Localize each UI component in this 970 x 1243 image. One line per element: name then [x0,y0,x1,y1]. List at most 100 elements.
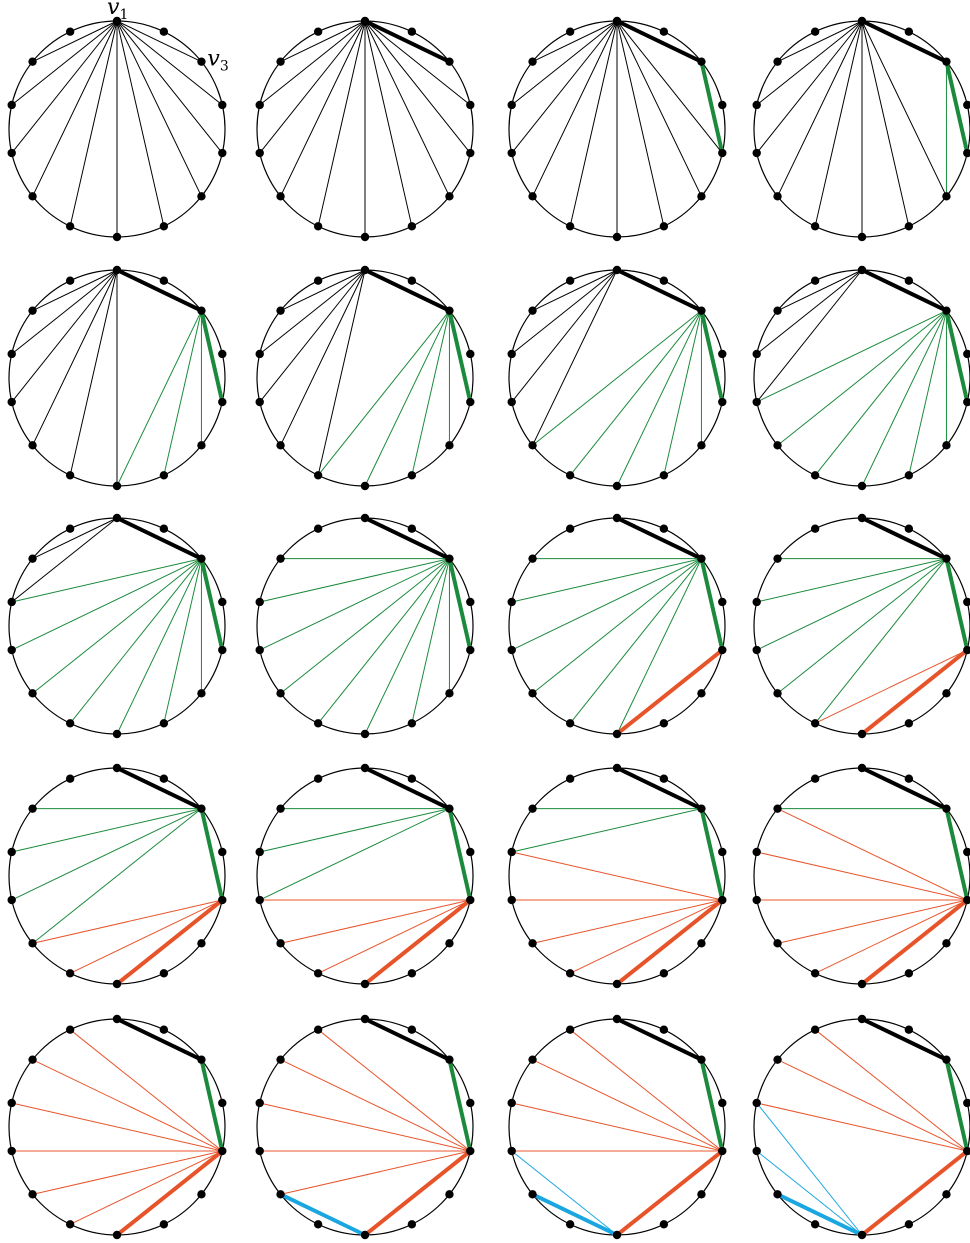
black-edge [814,20,863,227]
vertex-dot [507,100,516,110]
bold-green-edge [699,806,725,903]
vertex-dot [159,276,169,285]
vertex-dot [218,1146,227,1156]
black-edge [532,269,618,312]
vertex-dot [112,729,122,739]
vertex-dot [7,1146,16,1156]
vertex-dot [313,471,323,480]
vertex-dot [159,27,169,36]
vertex-dot [313,276,323,285]
black-edge [364,20,471,154]
vertex-dot [466,349,475,359]
bold-black-edge [860,1017,949,1062]
vertex-dot [904,719,914,728]
vertex-dot [197,441,206,450]
bold-black-edge [115,1017,204,1062]
vertex-dot [528,1055,537,1064]
vertex-dot [752,597,761,607]
vertex-dot [445,554,454,563]
black-edge [777,20,863,197]
vertex-dot [773,1055,782,1064]
vertex-dot [65,276,75,285]
vertex-dot [159,1025,169,1034]
bold-black-edge [860,19,949,64]
vertex-dot [28,554,37,563]
vertex-dot [810,524,820,533]
vertex-dot [773,306,782,315]
vertex-dot [65,1025,75,1034]
black-edge [32,269,118,312]
vertex-dot [565,719,575,728]
vertex-dot [466,1098,475,1108]
vertex-dot [528,689,537,698]
vertex-dot [255,100,264,110]
vertex-dot [528,306,537,315]
vertex-dot [276,1190,285,1199]
vertex-dot [810,1220,820,1229]
vertex-dot [28,689,37,698]
orange-edge [777,1059,968,1152]
vertex-dot [612,979,622,989]
green-edge [11,808,202,901]
vertex-dot [904,524,914,533]
vertex-dot [313,27,323,36]
vertex-dot [255,1098,264,1108]
vertex-dot [313,1220,323,1229]
black-edge [11,269,118,403]
black-edge [116,20,223,154]
vertex-dot [360,513,370,523]
orange-edge [280,1150,471,1195]
black-edge [364,20,471,106]
vertex-dot [197,939,206,948]
bold-orange-edge [363,898,473,986]
vertex-dot [857,1230,867,1240]
bold-black-edge [363,268,452,313]
vertex-dot [697,804,706,813]
vertex-dot [65,524,75,533]
vertex-dot [407,1220,417,1229]
vertex-dot [197,689,206,698]
vertex-dot [255,349,264,359]
green-edge [814,558,947,724]
green-edge [69,558,202,724]
vertex-dot [718,349,727,359]
green-edge [11,808,202,853]
vertex-dot [112,481,122,491]
vertex-dot [65,222,75,231]
black-edge [11,269,118,355]
vertex-dot [904,471,914,480]
vertex-dot [752,895,761,905]
vertex-label-v1: v1 [107,0,128,23]
vertex-dot [810,1025,820,1034]
green-edge [756,310,947,403]
black-edge [259,269,366,403]
vertex-dot [197,306,206,315]
orange-edge [756,1102,968,1152]
black-edge [532,20,618,63]
vertex-dot [507,148,516,158]
vertex-dot [407,1025,417,1034]
vertex-dot [507,1146,516,1156]
vertex-dot [197,554,206,563]
vertex-dot [445,689,454,698]
vertex-dot [7,349,16,359]
orange-edge [756,851,968,901]
vertex-dot [659,222,669,231]
vertex-dot [407,276,417,285]
vertex-dot [445,306,454,315]
vertex-dot [407,719,417,728]
black-edge [364,20,450,197]
vertex-dot [718,597,727,607]
vertex-dot [466,148,475,158]
bold-orange-edge [615,898,725,986]
bold-green-edge [944,1057,970,1154]
vertex-dot [528,804,537,813]
green-edge [317,558,450,724]
vertex-dot [360,979,370,989]
black-edge [32,269,118,446]
vertex-dot [7,847,16,857]
vertex-dot [7,148,16,158]
vertex-dot [112,1014,122,1024]
vertex-dot [255,148,264,158]
vertex-dot [313,524,323,533]
